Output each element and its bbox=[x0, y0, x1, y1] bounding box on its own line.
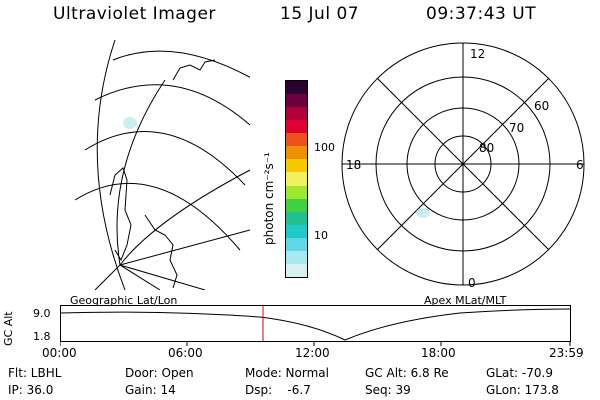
observation-date: 15 Jul 07 bbox=[280, 4, 360, 24]
mlat-label-60: 60 bbox=[534, 99, 549, 113]
colorbar bbox=[285, 80, 308, 278]
xtick-0600: 06:00 bbox=[168, 346, 203, 360]
lon-line-3 bbox=[119, 169, 250, 266]
mode-info: Mode: Normal bbox=[245, 366, 329, 380]
polar-diag-2 bbox=[376, 77, 550, 251]
mlt-label-0: 0 bbox=[468, 276, 476, 290]
mlt-label-12: 12 bbox=[470, 47, 485, 61]
altitude-timeline-plot bbox=[60, 305, 571, 346]
colorbar-segment bbox=[286, 159, 307, 173]
dsp-info: Dsp: -6.7 bbox=[245, 383, 311, 397]
colorbar-segment bbox=[286, 198, 307, 212]
colorbar-segment bbox=[286, 133, 307, 147]
colorbar-segment bbox=[286, 224, 307, 238]
xtick-0000: 00:00 bbox=[42, 346, 77, 360]
xtick-1200: 12:00 bbox=[295, 346, 330, 360]
mlat-label-80: 80 bbox=[479, 141, 494, 155]
altitude-ylabel: GC Alt bbox=[2, 311, 15, 346]
door-info: Door: Open bbox=[125, 366, 194, 380]
altitude-curve bbox=[60, 308, 571, 341]
instrument-title: Ultraviolet Imager bbox=[53, 4, 216, 24]
coastline-3 bbox=[144, 214, 178, 289]
lat-arc-2 bbox=[94, 84, 250, 126]
colorbar-segment bbox=[286, 94, 307, 108]
colorbar-segment bbox=[286, 107, 307, 121]
observation-time: 09:37:43 UT bbox=[426, 4, 537, 24]
colorbar-segment bbox=[286, 120, 307, 134]
geographic-map bbox=[74, 40, 250, 290]
right-map-caption: Apex MLat/MLT bbox=[424, 294, 507, 307]
ip-info: IP: 36.0 bbox=[8, 383, 54, 397]
mlt-label-6: 6 bbox=[576, 158, 584, 172]
colorbar-segment bbox=[286, 250, 307, 264]
colorbar-segment bbox=[286, 146, 307, 160]
altitude-ytick-1-8: 1.8 bbox=[33, 330, 51, 343]
polar-aurora-blob bbox=[416, 208, 430, 218]
lon-line-7 bbox=[119, 264, 161, 290]
colorbar-unit-label: photon cm⁻²s⁻¹ bbox=[262, 152, 276, 245]
xtick-2359: 23:59 bbox=[549, 346, 584, 360]
coastline-2 bbox=[109, 167, 132, 262]
lat-arc-1 bbox=[112, 50, 250, 78]
colorbar-tick-100: 100 bbox=[314, 141, 335, 154]
glon-info: GLon: 173.8 bbox=[486, 383, 559, 397]
coastline-1 bbox=[172, 59, 216, 81]
left-map-caption: Geographic Lat/Lon bbox=[70, 294, 178, 307]
colorbar-tick-10: 10 bbox=[314, 229, 328, 242]
colorbar-segment bbox=[286, 237, 307, 251]
gain-info: Gain: 14 bbox=[125, 383, 176, 397]
colorbar-segment bbox=[286, 263, 307, 277]
mlt-label-18: 18 bbox=[346, 158, 361, 172]
lat-arc-3 bbox=[84, 131, 246, 186]
colorbar-segment bbox=[286, 211, 307, 225]
altitude-plot-frame bbox=[60, 305, 571, 342]
mlat-label-70: 70 bbox=[509, 121, 524, 135]
seq-info: Seq: 39 bbox=[365, 383, 411, 397]
glat-info: GLat: -70.9 bbox=[486, 366, 553, 380]
colorbar-segment bbox=[286, 185, 307, 199]
lon-line-5 bbox=[119, 264, 206, 290]
gc-alt-info: GC Alt: 6.8 Re bbox=[365, 366, 449, 380]
lon-line-4 bbox=[119, 229, 250, 266]
lon-line-1 bbox=[96, 40, 126, 290]
lat-arc-4 bbox=[74, 182, 241, 251]
colorbar-segment bbox=[286, 172, 307, 186]
lon-line-6 bbox=[94, 264, 121, 290]
altitude-ytick-9: 9.0 bbox=[33, 307, 51, 320]
filter-info: Flt: LBHL bbox=[8, 366, 62, 380]
polar-mlat-mlt-plot: 12 18 6 0 60 70 80 bbox=[341, 42, 585, 290]
aurora-blob bbox=[123, 117, 137, 129]
xtick-1800: 18:00 bbox=[421, 346, 456, 360]
colorbar-segment bbox=[286, 81, 307, 95]
